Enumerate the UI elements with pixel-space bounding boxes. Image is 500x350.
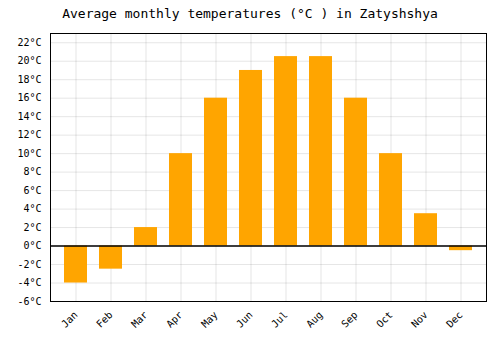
svg-text:4°C: 4°C [23,203,41,214]
svg-text:-6°C: -6°C [17,296,41,307]
svg-text:16°C: 16°C [17,92,41,103]
svg-text:May: May [199,309,220,330]
html-text:Average monthly temperatures (: Average monthly temperatures (°C ) in Za… [62,6,438,21]
svg-text:Jun: Jun [234,309,255,330]
svg-text:20°C: 20°C [17,55,41,66]
svg-text:Oct: Oct [374,309,395,330]
svg-text:8°C: 8°C [23,166,41,177]
svg-text:Mar: Mar [129,309,150,330]
svg-text:Aug: Aug [304,309,325,330]
svg-text:0°C: 0°C [23,240,41,251]
svg-text:Dec: Dec [444,309,465,330]
svg-text:-4°C: -4°C [17,277,41,288]
svg-text:10°C: 10°C [17,148,41,159]
svg-text:22°C: 22°C [17,37,41,48]
svg-text:12°C: 12°C [17,129,41,140]
svg-text:Feb: Feb [94,309,115,330]
svg-text:6°C: 6°C [23,185,41,196]
svg-text:18°C: 18°C [17,74,41,85]
svg-text:Jul: Jul [269,309,290,330]
svg-text:2°C: 2°C [23,222,41,233]
svg-text:Apr: Apr [164,309,185,330]
svg-text:Nov: Nov [409,309,430,330]
svg-text:-2°C: -2°C [17,259,41,270]
svg-text:Sep: Sep [339,309,360,330]
svg-text:14°C: 14°C [17,111,41,122]
svg-text:Jan: Jan [59,309,80,330]
